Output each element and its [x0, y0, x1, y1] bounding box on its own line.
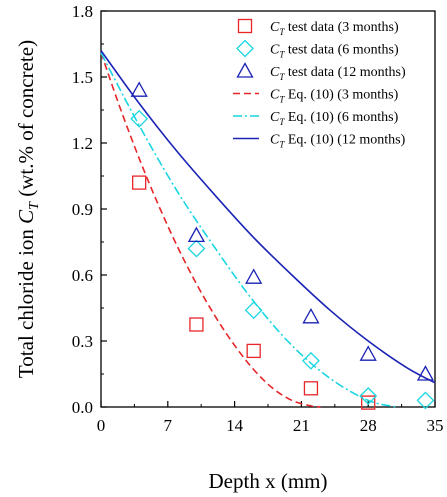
- y-tick-label: 0.6: [72, 266, 93, 285]
- y-axis-title: Total chloride ion CT (wt.% of concrete): [14, 40, 42, 378]
- series-line-3: [100, 52, 321, 408]
- y-axis-title-tail: (wt.% of concrete): [14, 40, 38, 202]
- x-tick-label: 35: [427, 416, 444, 435]
- data-point-0-0: [132, 175, 147, 190]
- legend-label-5: CT Eq. (10) (12 months): [270, 133, 406, 150]
- data-markers: [130, 81, 435, 410]
- x-tick-label: 28: [360, 416, 377, 435]
- series-line-5: [100, 50, 436, 384]
- y-axis-title-subscript: T: [27, 201, 42, 210]
- data-point-2-5: [416, 365, 435, 381]
- data-point-1-4: [359, 387, 378, 405]
- legend-label-0: CT test data (3 months): [270, 20, 399, 37]
- data-point-1-3: [302, 351, 320, 370]
- legend-marker-2: [236, 62, 254, 78]
- y-tick-label: 1.2: [72, 134, 93, 153]
- curve-lines: [100, 50, 436, 408]
- x-tick-label: 14: [226, 416, 244, 435]
- y-axis-title-symbol: C: [14, 209, 38, 224]
- y-tick-label: 0.0: [72, 398, 93, 417]
- x-tick-label: 7: [164, 416, 173, 435]
- data-point-1-1: [187, 239, 206, 258]
- data-point-2-1: [187, 226, 206, 243]
- legend-marker-0: [237, 18, 253, 34]
- y-tick-label: 1.8: [72, 2, 93, 21]
- x-tick-label: 21: [293, 416, 310, 435]
- data-point-0-1: [189, 317, 204, 332]
- data-point-0-3: [303, 381, 319, 396]
- legend-marker-1: [236, 39, 254, 58]
- data-point-2-2: [245, 268, 263, 284]
- data-point-0-4: [361, 395, 376, 410]
- axis-ticks: 0 7 14 21 28 35 0.0 0.3 0.6 0.9 1.2 1.5 1.8: [72, 2, 444, 435]
- y-axis-title-main: Total chloride ion: [14, 224, 38, 378]
- legend-label-2: CT test data (12 months): [270, 65, 406, 82]
- legend-label-4: CT Eq. (10) (6 months): [270, 110, 399, 127]
- x-tick-label: 0: [97, 416, 106, 435]
- data-point-2-3: [302, 307, 320, 324]
- data-point-1-2: [244, 301, 263, 320]
- data-point-2-4: [359, 345, 377, 361]
- data-point-1-5: [416, 391, 435, 410]
- legend-label-1: CT test data (6 months): [270, 43, 399, 60]
- data-point-0-2: [246, 343, 261, 359]
- legend-label-3: CT Eq. (10) (3 months): [270, 88, 399, 105]
- data-point-1-0: [130, 109, 149, 128]
- x-axis-title: Depth x (mm): [209, 469, 328, 493]
- series-line-4: [100, 52, 398, 408]
- y-tick-label: 1.5: [72, 68, 93, 87]
- y-tick-label: 0.9: [72, 200, 93, 219]
- legend: CT test data (3 months) CT test data (6 m…: [233, 18, 406, 150]
- y-tick-label: 0.3: [72, 332, 93, 351]
- data-point-2-0: [130, 81, 148, 97]
